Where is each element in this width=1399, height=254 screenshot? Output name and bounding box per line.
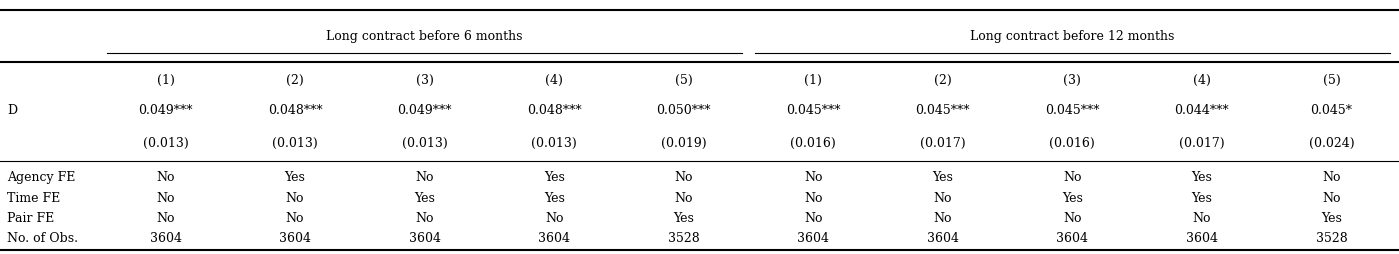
Text: (0.024): (0.024) xyxy=(1308,137,1354,150)
Text: Pair FE: Pair FE xyxy=(7,212,55,225)
Text: No: No xyxy=(544,212,564,225)
Text: No: No xyxy=(1322,192,1340,205)
Text: (3): (3) xyxy=(416,73,434,87)
Text: (0.019): (0.019) xyxy=(660,137,706,150)
Text: No: No xyxy=(804,212,823,225)
Text: (0.017): (0.017) xyxy=(1179,137,1224,150)
Text: No: No xyxy=(285,192,305,205)
Text: 3528: 3528 xyxy=(1315,232,1347,245)
Text: No: No xyxy=(804,171,823,184)
Text: 0.049***: 0.049*** xyxy=(397,104,452,117)
Text: (0.016): (0.016) xyxy=(1049,137,1095,150)
Text: 3604: 3604 xyxy=(926,232,958,245)
Text: No: No xyxy=(416,212,434,225)
Text: Yes: Yes xyxy=(544,171,565,184)
Text: (1): (1) xyxy=(804,73,823,87)
Text: No: No xyxy=(157,212,175,225)
Text: 3528: 3528 xyxy=(667,232,700,245)
Text: (0.017): (0.017) xyxy=(921,137,965,150)
Text: (4): (4) xyxy=(1193,73,1210,87)
Text: (1): (1) xyxy=(157,73,175,87)
Text: 0.045***: 0.045*** xyxy=(1045,104,1100,117)
Text: (0.016): (0.016) xyxy=(790,137,837,150)
Text: 0.050***: 0.050*** xyxy=(656,104,711,117)
Text: No: No xyxy=(157,171,175,184)
Text: No: No xyxy=(674,171,693,184)
Text: 0.049***: 0.049*** xyxy=(139,104,193,117)
Text: (5): (5) xyxy=(674,73,693,87)
Text: 3604: 3604 xyxy=(409,232,441,245)
Text: 0.044***: 0.044*** xyxy=(1175,104,1230,117)
Text: Yes: Yes xyxy=(1321,212,1342,225)
Text: Yes: Yes xyxy=(1192,192,1213,205)
Text: (0.013): (0.013) xyxy=(143,137,189,150)
Text: No: No xyxy=(416,171,434,184)
Text: No: No xyxy=(1063,212,1081,225)
Text: 3604: 3604 xyxy=(278,232,311,245)
Text: Long contract before 12 months: Long contract before 12 months xyxy=(970,30,1175,43)
Text: (0.013): (0.013) xyxy=(532,137,576,150)
Text: Yes: Yes xyxy=(1192,171,1213,184)
Text: (5): (5) xyxy=(1322,73,1340,87)
Text: 3604: 3604 xyxy=(539,232,571,245)
Text: Long contract before 6 months: Long contract before 6 months xyxy=(326,30,523,43)
Text: No: No xyxy=(933,212,953,225)
Text: Agency FE: Agency FE xyxy=(7,171,76,184)
Text: (2): (2) xyxy=(287,73,304,87)
Text: 3604: 3604 xyxy=(797,232,830,245)
Text: Yes: Yes xyxy=(673,212,694,225)
Text: D: D xyxy=(7,104,17,117)
Text: No: No xyxy=(285,212,305,225)
Text: 3604: 3604 xyxy=(1056,232,1088,245)
Text: 0.045***: 0.045*** xyxy=(786,104,841,117)
Text: (3): (3) xyxy=(1063,73,1081,87)
Text: Yes: Yes xyxy=(284,171,305,184)
Text: Yes: Yes xyxy=(932,171,953,184)
Text: 0.045***: 0.045*** xyxy=(915,104,970,117)
Text: 0.048***: 0.048*** xyxy=(527,104,582,117)
Text: No. of Obs.: No. of Obs. xyxy=(7,232,78,245)
Text: (2): (2) xyxy=(935,73,951,87)
Text: 3604: 3604 xyxy=(150,232,182,245)
Text: 0.048***: 0.048*** xyxy=(267,104,322,117)
Text: (0.013): (0.013) xyxy=(402,137,448,150)
Text: 3604: 3604 xyxy=(1186,232,1219,245)
Text: No: No xyxy=(1063,171,1081,184)
Text: (4): (4) xyxy=(546,73,562,87)
Text: Yes: Yes xyxy=(1062,192,1083,205)
Text: No: No xyxy=(157,192,175,205)
Text: No: No xyxy=(933,192,953,205)
Text: Time FE: Time FE xyxy=(7,192,60,205)
Text: No: No xyxy=(1192,212,1212,225)
Text: No: No xyxy=(1322,171,1340,184)
Text: Yes: Yes xyxy=(414,192,435,205)
Text: No: No xyxy=(804,192,823,205)
Text: 0.045*: 0.045* xyxy=(1311,104,1353,117)
Text: (0.013): (0.013) xyxy=(273,137,318,150)
Text: Yes: Yes xyxy=(544,192,565,205)
Text: No: No xyxy=(674,192,693,205)
